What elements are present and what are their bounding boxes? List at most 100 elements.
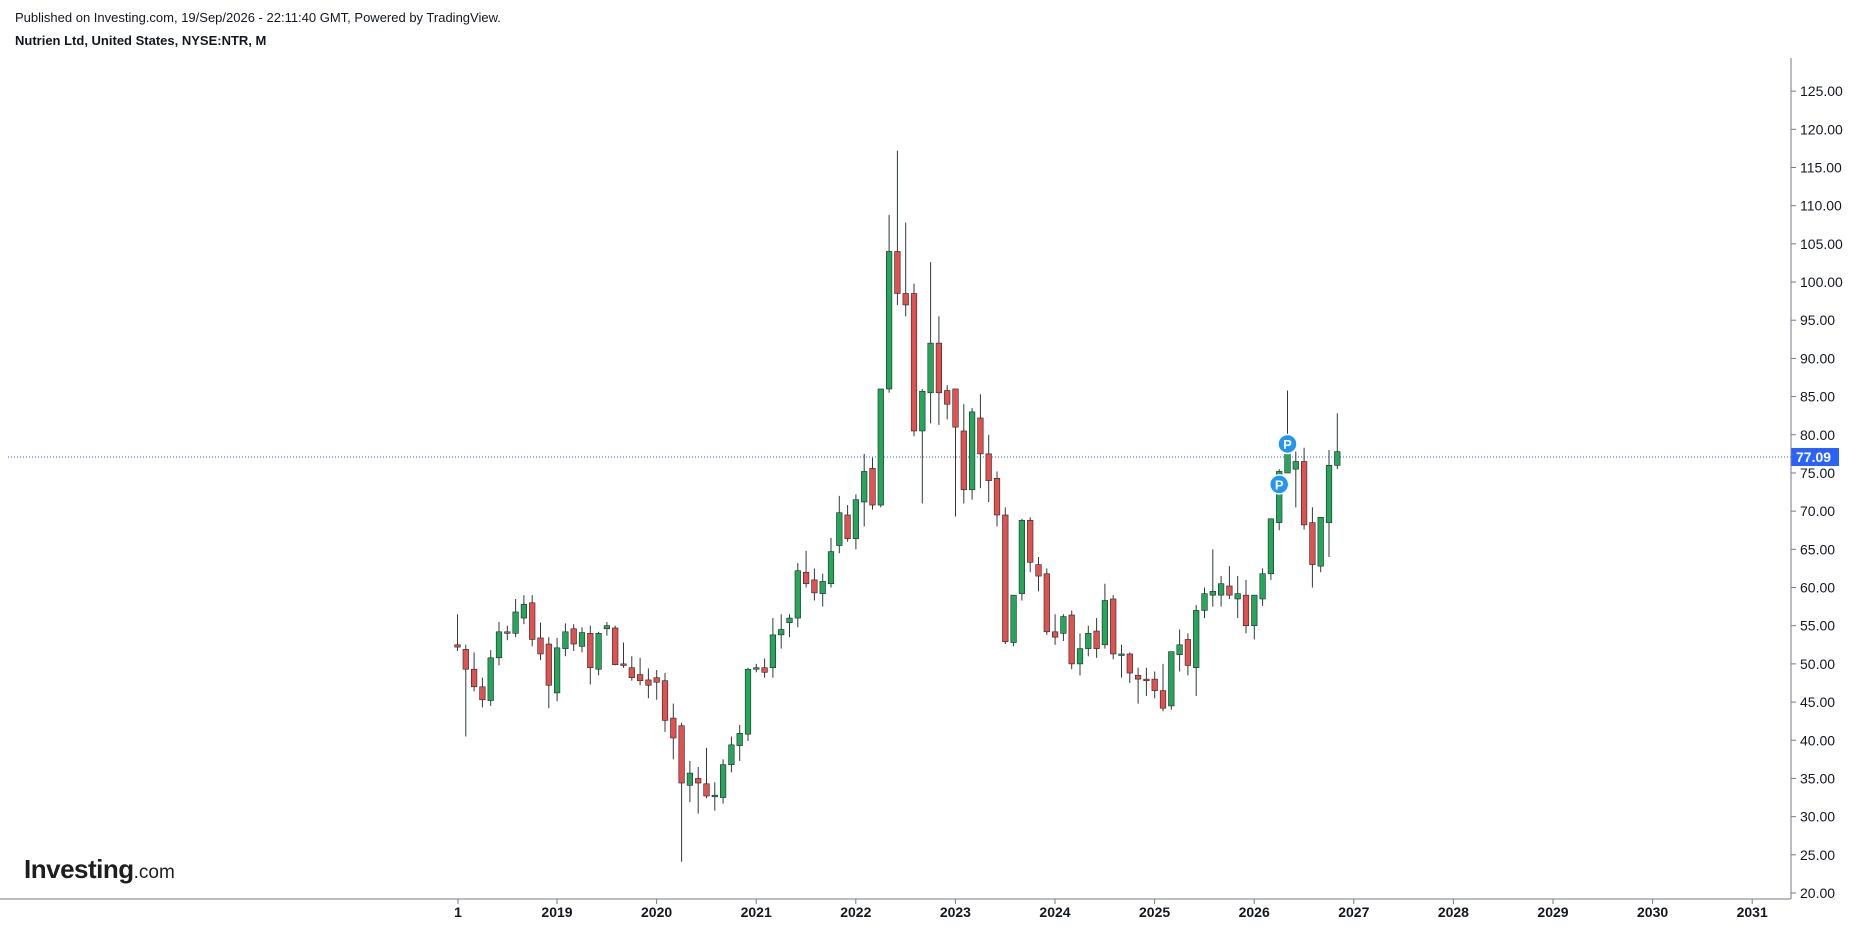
candle-series	[454, 150, 1341, 862]
candle	[869, 457, 876, 510]
candle-body-down	[479, 686, 486, 701]
candle-body-down	[1135, 675, 1142, 680]
candle-body-down	[454, 644, 461, 648]
candle	[778, 614, 785, 649]
event-markers[interactable]: PP	[1268, 433, 1298, 495]
candle	[1027, 517, 1034, 573]
candle-body-down	[620, 663, 627, 666]
candle-body-down	[1043, 573, 1050, 633]
candle	[1184, 633, 1191, 676]
candle	[520, 595, 527, 625]
price-tick-label: 120.00	[1800, 121, 1843, 137]
price-tick-label: 80.00	[1800, 427, 1835, 443]
candle	[1226, 566, 1233, 599]
candle	[1151, 671, 1158, 699]
candle-body-up	[1060, 616, 1067, 634]
candle	[553, 637, 561, 702]
candle	[1209, 549, 1216, 607]
candle	[1060, 614, 1067, 641]
time-tick-label: 2022	[840, 904, 871, 920]
candle-body-down	[1068, 614, 1075, 665]
candle-body-up	[711, 794, 718, 798]
candle	[661, 673, 669, 732]
time-axis[interactable]: 1 2019 2020 2021 2022 2023 2024 2025 2026 2027 202…	[454, 899, 1768, 920]
candle	[587, 625, 594, 685]
candle-body-down	[703, 783, 710, 797]
candle-body-up	[719, 764, 727, 798]
candle-body-down	[1309, 522, 1316, 565]
candle-body-up	[1018, 520, 1025, 594]
candle-body-down	[678, 725, 685, 784]
candle	[636, 657, 644, 686]
price-tick-label: 95.00	[1800, 312, 1835, 328]
candle-body-down	[570, 628, 577, 645]
price-axis[interactable]: 20.00 25.00 30.00 35.00 40.00 45.00 50.00 55.00…	[1791, 83, 1843, 901]
published-note: Published on Investing.com, 19/Sep/2026 …	[15, 10, 501, 25]
time-tick-label: 2021	[741, 904, 772, 920]
candle	[836, 495, 843, 554]
candle-body-down	[993, 478, 1001, 516]
investing-logo: Investing .com	[24, 854, 175, 885]
last-price-line: 77.09	[8, 448, 1839, 467]
candle	[1301, 447, 1308, 530]
candle	[1284, 390, 1291, 474]
event-marker: P	[1277, 433, 1298, 455]
candle	[935, 316, 942, 425]
candle-body-up	[877, 388, 884, 506]
candle	[454, 614, 461, 651]
candle	[1259, 568, 1266, 606]
price-tick-label: 25.00	[1800, 847, 1835, 863]
candle-body-down	[952, 388, 959, 428]
candle-body-up	[1334, 451, 1341, 466]
candle-body-down	[1035, 564, 1042, 577]
candle	[1242, 579, 1250, 634]
time-tick-label: 2019	[541, 904, 572, 920]
candle-body-up	[1292, 461, 1299, 470]
time-tick-label: 2031	[1737, 904, 1768, 920]
candle-body-up	[1118, 653, 1125, 656]
candle-body-up	[1085, 633, 1092, 649]
marker-label: P	[1283, 437, 1292, 452]
candle-body-up	[686, 772, 693, 786]
candle	[1193, 605, 1200, 696]
candle	[645, 668, 652, 699]
candle	[529, 595, 536, 647]
candle-body-down	[628, 667, 635, 678]
candle-body-down	[1093, 630, 1100, 649]
candle	[470, 652, 478, 692]
candle	[844, 505, 851, 542]
time-tick-label: 2026	[1239, 904, 1270, 920]
candle	[894, 150, 901, 305]
candle	[968, 408, 976, 500]
candle-body-up	[736, 733, 743, 746]
candle-body-up	[753, 667, 760, 670]
price-tick-label: 85.00	[1800, 389, 1835, 405]
candle-body-up	[1325, 465, 1333, 523]
candle	[952, 388, 959, 517]
candle-body-up	[1201, 593, 1208, 611]
candle	[910, 283, 918, 437]
candle-body-down	[504, 631, 511, 634]
candle	[653, 669, 660, 700]
candle	[620, 642, 627, 668]
price-tick-label: 115.00	[1800, 159, 1842, 175]
candle-body-down	[844, 514, 851, 539]
candle-body-up	[778, 629, 785, 636]
candle	[1043, 568, 1050, 635]
time-tick-label: 2027	[1338, 904, 1369, 920]
candle-body-down	[894, 251, 901, 294]
marker-badge	[1277, 433, 1298, 455]
candle-body-up	[487, 657, 494, 701]
candle-body-down	[902, 293, 909, 306]
candle	[678, 722, 685, 862]
candle	[1159, 663, 1167, 712]
price-tick-label: 90.00	[1800, 350, 1835, 366]
candle-body-up	[927, 342, 934, 394]
candle-body-down	[529, 602, 536, 640]
candle-body-up	[1076, 648, 1084, 665]
marker-label: P	[1275, 477, 1284, 492]
candle-body-up	[1010, 594, 1017, 643]
candle	[977, 394, 984, 489]
candle-body-down	[1027, 520, 1034, 563]
